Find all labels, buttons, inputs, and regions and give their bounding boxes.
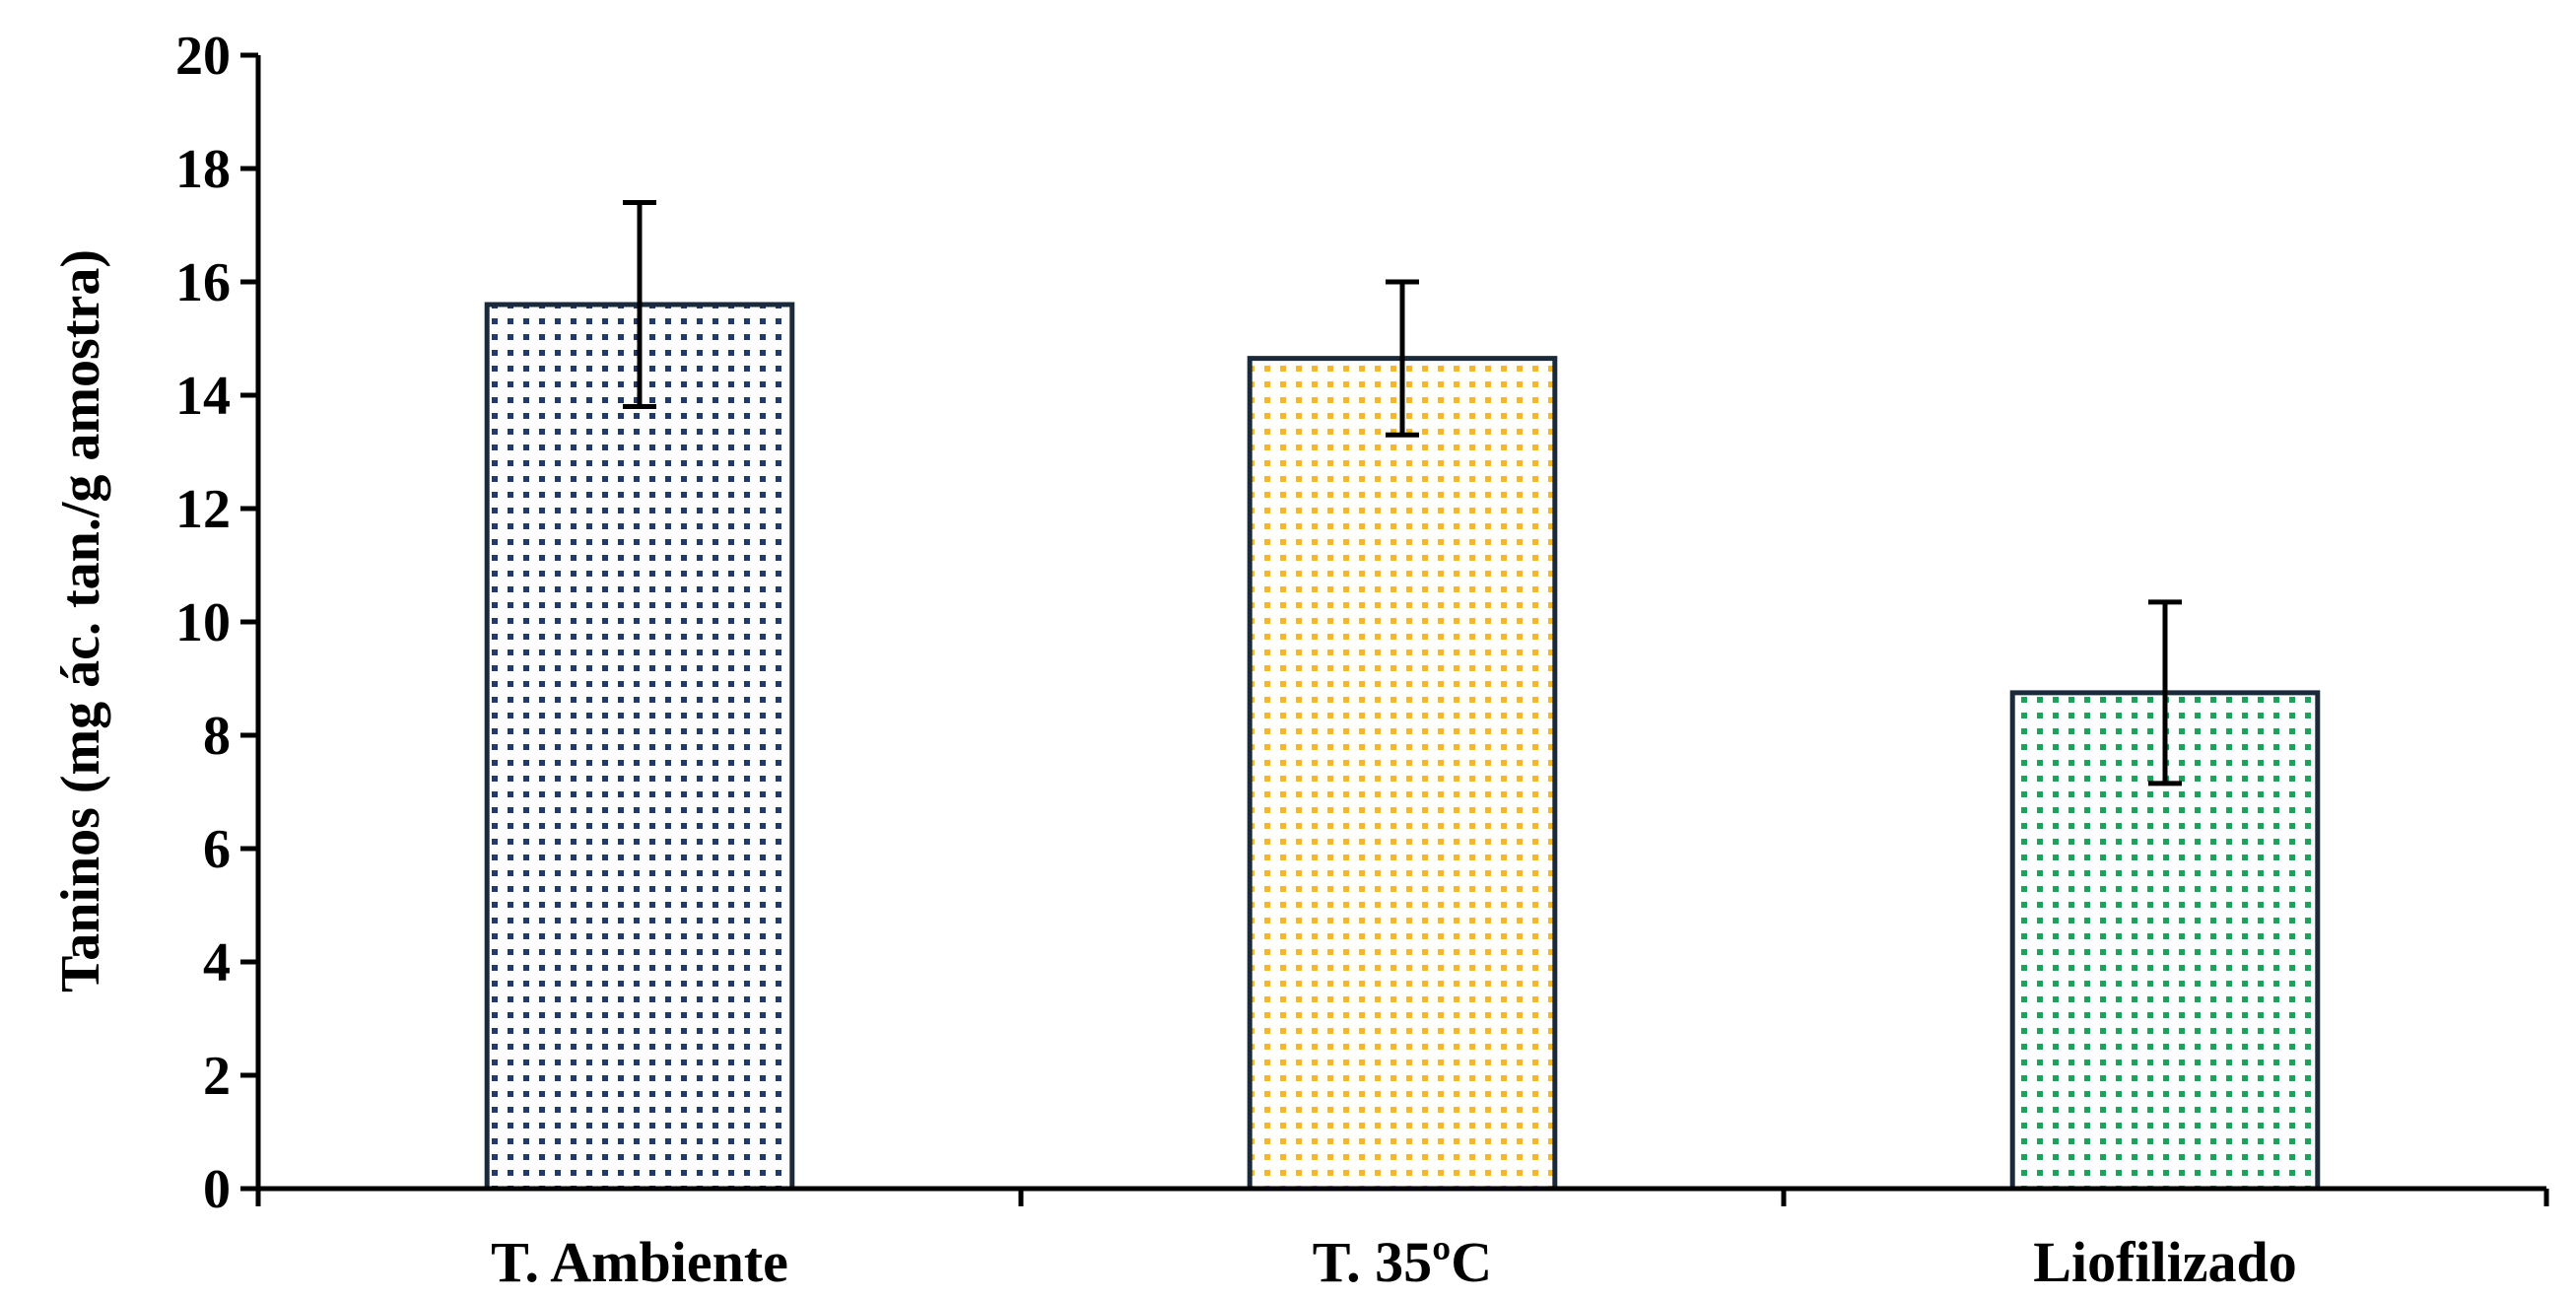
y-tick-label-2: 4 [203, 932, 231, 993]
y-axis-title: Taninos (mg ác. tan./g amostra) [50, 249, 111, 992]
x-category-labels-group: T. Ambiente T. 35ºC Liofilizado [491, 1230, 2297, 1294]
y-tick-label-10: 20 [175, 26, 231, 87]
y-tick-label-7: 14 [175, 366, 231, 427]
x-category-label-2: Liofilizado [2033, 1230, 2296, 1294]
y-tick-label-4: 8 [203, 706, 231, 767]
bar-1 [1247, 356, 1558, 1192]
error-bar-2 [2148, 599, 2182, 786]
x-category-label-1: T. 35ºC [1313, 1230, 1492, 1294]
axes-group [240, 52, 2549, 1206]
error-bar-0 [623, 200, 656, 409]
y-tick-label-8: 16 [175, 252, 231, 313]
y-tick-labels-group: 0 2 4 6 8 10 12 14 16 18 20 [175, 26, 231, 1220]
bar-0 [484, 302, 795, 1192]
x-category-label-0: T. Ambiente [491, 1230, 788, 1294]
error-bar-1 [1386, 279, 1419, 438]
error-bars-group [623, 200, 2182, 786]
y-tick-label-1: 2 [203, 1046, 231, 1107]
y-tick-label-6: 12 [175, 479, 231, 540]
y-tick-label-9: 18 [175, 139, 231, 200]
y-tick-label-0: 0 [203, 1159, 231, 1220]
y-tick-label-5: 10 [175, 592, 231, 653]
y-tick-label-3: 6 [203, 819, 231, 880]
